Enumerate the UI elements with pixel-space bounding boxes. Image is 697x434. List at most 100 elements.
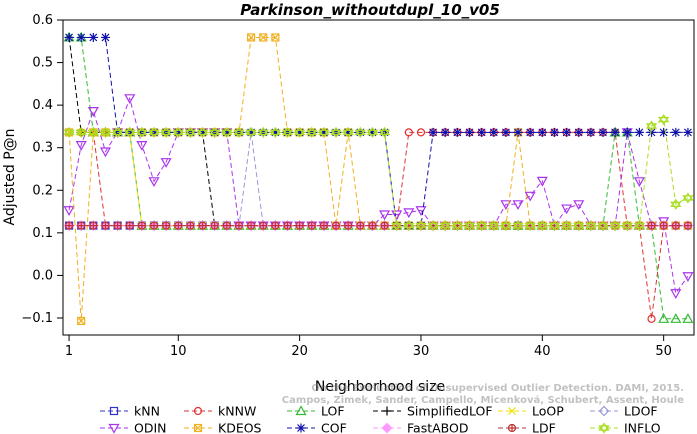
- data-point: [684, 222, 692, 230]
- data-point: [149, 221, 159, 230]
- data-point: [560, 222, 573, 232]
- data-point: [634, 127, 644, 137]
- data-point: [403, 220, 415, 229]
- data-point: [416, 128, 426, 137]
- series-cof: [64, 32, 693, 231]
- data-point: [561, 204, 573, 215]
- data-point: [136, 141, 148, 151]
- data-point: [198, 127, 208, 137]
- data-point: [391, 220, 403, 232]
- data-point: [330, 126, 342, 138]
- data-point: [597, 222, 609, 232]
- data-point: [101, 221, 110, 230]
- data-point: [162, 221, 171, 230]
- data-point: [403, 208, 415, 219]
- data-point: [270, 127, 280, 137]
- data-point: [318, 129, 330, 138]
- data-point: [508, 407, 516, 415]
- data-point: [452, 127, 462, 137]
- data-point: [235, 222, 243, 230]
- y-tick-label: 0.2: [32, 183, 53, 198]
- series-simplifiedlof: [64, 32, 693, 231]
- data-point: [198, 127, 208, 137]
- data-point: [562, 127, 572, 137]
- data-point: [659, 221, 668, 230]
- data-point: [391, 210, 403, 221]
- data-point: [320, 222, 328, 230]
- legend-label: kNN: [134, 404, 160, 419]
- data-point: [501, 127, 511, 137]
- data-point: [512, 222, 524, 232]
- data-point: [306, 126, 318, 138]
- data-point: [367, 127, 377, 137]
- data-point: [671, 221, 680, 230]
- data-point: [683, 221, 693, 230]
- data-point: [524, 222, 536, 232]
- data-point: [366, 126, 379, 136]
- x-axis-label: Neighborhood size: [315, 379, 445, 395]
- data-point: [75, 126, 87, 138]
- data-point: [332, 222, 340, 230]
- data-point: [77, 317, 86, 325]
- data-point: [378, 129, 391, 138]
- data-point: [670, 198, 682, 208]
- data-point: [343, 127, 353, 137]
- data-point: [354, 126, 366, 138]
- data-point: [148, 129, 160, 138]
- y-tick-label: 0.4: [32, 98, 53, 113]
- x-tick-label: 1: [65, 344, 73, 359]
- data-point: [148, 126, 160, 138]
- data-point: [476, 222, 488, 232]
- data-point: [633, 177, 645, 188]
- data-point: [257, 126, 269, 136]
- data-point: [63, 206, 75, 217]
- data-point: [209, 126, 221, 138]
- data-point: [477, 127, 487, 137]
- data-point: [381, 422, 393, 434]
- data-point: [379, 210, 391, 221]
- data-point: [148, 177, 160, 188]
- data-point: [537, 127, 547, 137]
- data-point: [391, 220, 403, 229]
- data-point: [415, 220, 427, 229]
- data-point: [283, 221, 292, 230]
- data-point: [548, 220, 561, 229]
- data-point: [660, 222, 668, 230]
- data-point: [451, 220, 464, 232]
- data-point: [259, 33, 268, 42]
- data-point: [65, 222, 73, 230]
- data-point: [295, 405, 307, 416]
- data-point: [259, 222, 267, 230]
- data-point: [585, 220, 597, 232]
- series-line: [69, 131, 688, 227]
- data-point: [415, 220, 427, 232]
- data-point: [210, 221, 219, 230]
- data-point: [160, 158, 172, 168]
- data-point: [342, 126, 354, 138]
- data-point: [99, 147, 111, 158]
- data-point: [683, 127, 693, 137]
- data-point: [257, 126, 269, 138]
- data-point: [416, 128, 426, 137]
- data-point: [368, 221, 377, 230]
- data-point: [391, 222, 403, 232]
- data-point: [682, 313, 694, 323]
- data-point: [342, 126, 354, 136]
- data-point: [574, 127, 584, 137]
- data-point: [211, 222, 219, 230]
- data-point: [560, 220, 573, 232]
- data-point: [172, 126, 184, 136]
- data-point: [75, 129, 87, 138]
- data-point: [670, 289, 682, 300]
- data-point: [524, 220, 536, 229]
- data-point: [465, 127, 475, 137]
- data-point: [77, 222, 85, 230]
- data-point: [64, 32, 74, 42]
- data-point: [136, 141, 148, 151]
- data-point: [670, 313, 682, 323]
- data-point: [343, 127, 353, 137]
- data-point: [598, 127, 608, 137]
- data-point: [196, 129, 209, 138]
- series-line: [69, 37, 688, 320]
